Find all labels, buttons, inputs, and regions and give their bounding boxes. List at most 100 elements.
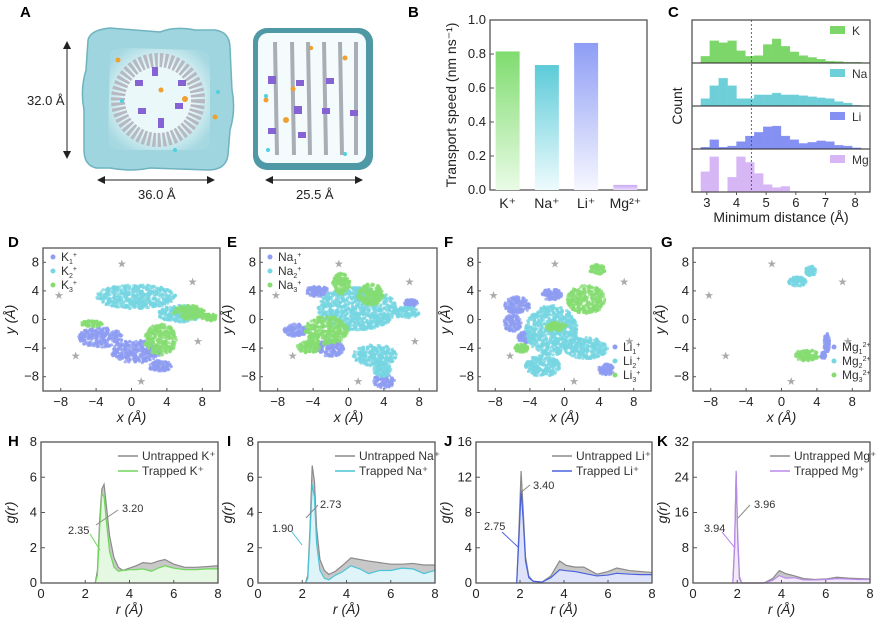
scatter-point [120, 352, 124, 356]
hist-bin-li [745, 135, 755, 150]
scatter-point [333, 312, 337, 316]
scatter-point [134, 351, 138, 355]
scatter-point [359, 355, 363, 359]
scatter-point [383, 363, 387, 367]
hist-bin-li [798, 143, 808, 150]
scatter-point [376, 316, 380, 320]
scatter-ytick-label: −4 [24, 340, 39, 355]
scatter-point [336, 347, 341, 352]
scatter-point [358, 350, 362, 354]
scatter-point [375, 368, 379, 372]
scatter-point [129, 303, 133, 307]
bar-category-label: Na⁺ [534, 195, 559, 211]
scatter-xtick-label: −8 [53, 394, 68, 409]
scatter-point [306, 339, 310, 343]
scatter-point [521, 296, 525, 301]
scatter-point [123, 360, 127, 364]
scatter-point [144, 299, 148, 303]
scatter-point [359, 297, 363, 302]
scatter-point [350, 311, 354, 315]
scatter-point [363, 354, 367, 358]
bar-chart-ytick-label: 0.8 [468, 46, 486, 61]
scatter-point [324, 294, 329, 298]
scatter-point [97, 340, 102, 344]
scatter-point [120, 356, 124, 360]
scatter-point [145, 355, 149, 359]
scatter-point [371, 345, 375, 350]
scatter-point [367, 362, 371, 366]
scatter-point [152, 336, 156, 340]
scatter-point [340, 345, 344, 349]
scatter-point [163, 344, 167, 348]
scatter-point [153, 304, 157, 309]
scatter-point [213, 315, 218, 319]
hist-y-axis-label: Count [669, 87, 685, 124]
hist-bin-li [736, 141, 746, 150]
scatter-point [172, 309, 177, 314]
scatter-point [385, 317, 389, 321]
scatter-point [103, 296, 108, 300]
scatter-point [111, 338, 115, 343]
scatter-point [152, 297, 156, 301]
scatter-point [315, 291, 319, 295]
scatter-point [114, 300, 119, 304]
scatter-point [94, 340, 98, 344]
height-label: 32.0 Å [27, 93, 65, 108]
panel-label-f: F [444, 234, 453, 251]
scatter-point [388, 296, 392, 301]
scatter-point [147, 342, 151, 346]
scatter-point [384, 321, 388, 325]
scatter-point [299, 347, 303, 351]
scatter-point [92, 335, 97, 339]
scatter-point [350, 327, 354, 331]
scatter-xtick-label: 0 [345, 394, 352, 409]
scatter-ytick-label: 4 [249, 283, 256, 298]
scatter-legend-marker [50, 282, 56, 288]
scatter-point [140, 361, 144, 365]
scatter-point [200, 315, 204, 319]
scatter-point [115, 289, 120, 293]
scatter-point [132, 357, 136, 362]
scatter-point [132, 301, 137, 305]
scatter-point [111, 336, 115, 340]
scatter-point [384, 373, 388, 377]
scatter-point [374, 323, 378, 327]
scatter-point [322, 336, 326, 340]
scatter-point [134, 343, 138, 347]
scatter-point [156, 345, 160, 349]
scatter-point [350, 307, 354, 311]
scatter-point [157, 324, 162, 328]
hist-legend-swatch-na [830, 69, 845, 77]
hist-x-axis-label: Minimum distance (Å) [713, 209, 848, 225]
bar-chart-ytick-label: 0.4 [468, 114, 486, 129]
scatter-point [109, 343, 114, 347]
scatter-point [342, 283, 346, 288]
scatter-point [98, 295, 102, 300]
scatter-point [157, 287, 161, 291]
scatter-point [106, 287, 110, 291]
scatter-point [309, 319, 313, 323]
scatter-point [395, 314, 399, 318]
hist-bin-li [816, 140, 826, 150]
scatter-point [320, 303, 324, 307]
scatter-point [320, 293, 324, 297]
scatter-legend-label: Na3+ [278, 278, 301, 294]
scatter-point [159, 353, 163, 357]
bar-3 [613, 184, 638, 190]
scatter-ytick-label: 0 [249, 312, 256, 327]
scatter-series-0 [282, 284, 420, 390]
scatter-point [338, 290, 342, 294]
scatter-point [404, 300, 408, 304]
scatter-point [324, 288, 328, 292]
scatter-point [321, 329, 325, 333]
scatter-point [149, 301, 153, 305]
scatter-point [362, 359, 366, 363]
hist-legend-label-k: K [852, 24, 860, 38]
scatter-point [382, 379, 386, 383]
scatter-point [349, 320, 353, 324]
scatter-point [123, 352, 127, 356]
scatter-point [157, 314, 162, 319]
scatter-point [96, 296, 100, 301]
scatter-point [338, 281, 343, 286]
scatter-legend-marker [50, 268, 56, 274]
